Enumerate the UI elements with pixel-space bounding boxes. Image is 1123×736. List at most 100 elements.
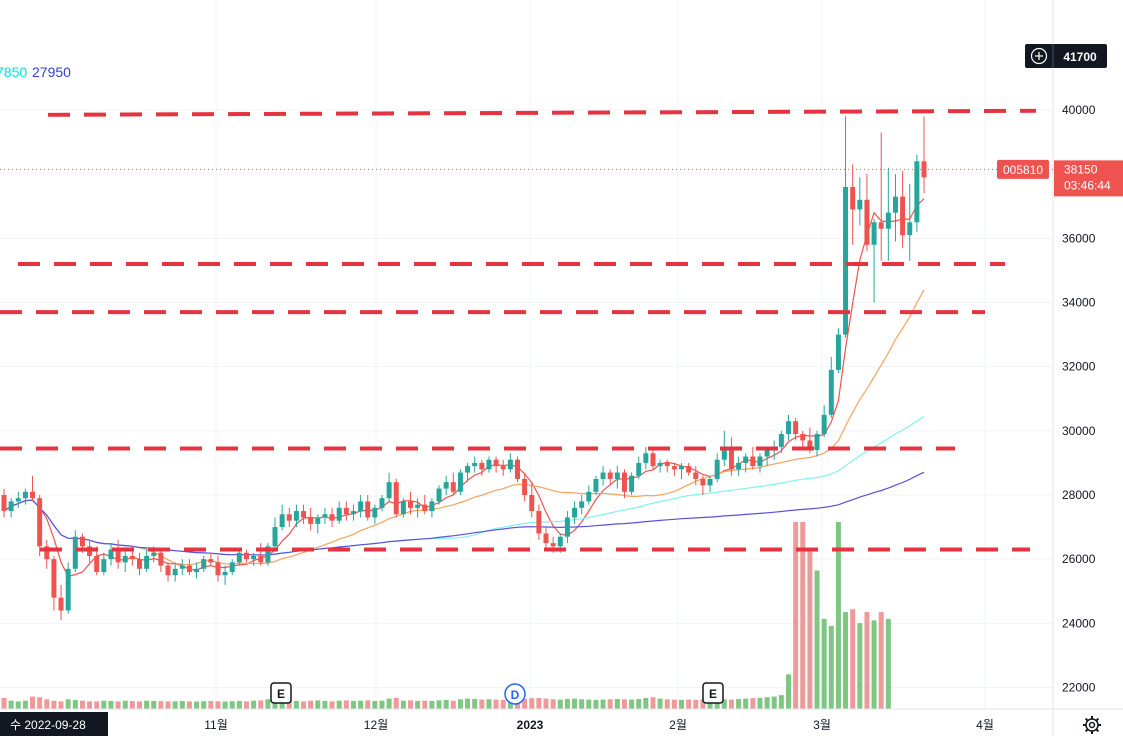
- price-tick-label: 32000: [1062, 360, 1096, 374]
- candle-body: [629, 475, 635, 492]
- volume-bar: [557, 699, 563, 709]
- volume-bar: [828, 625, 834, 709]
- dividend-marker[interactable]: D: [504, 683, 526, 705]
- candle-body: [129, 555, 135, 560]
- candle-body: [671, 466, 677, 470]
- candle-body: [743, 456, 749, 463]
- crosshair-price-tag[interactable]: 41700: [1025, 44, 1107, 68]
- candle-body: [450, 482, 456, 492]
- candle-body: [415, 504, 421, 508]
- candle-body: [265, 546, 271, 563]
- volume-bar: [436, 700, 442, 709]
- volume-bar: [657, 698, 663, 709]
- candle-body: [58, 597, 64, 611]
- candle-body: [536, 511, 542, 534]
- candle-body: [194, 568, 200, 572]
- volume-bar: [186, 701, 192, 709]
- volume-bar: [843, 612, 849, 709]
- candle-body: [208, 559, 214, 563]
- candle-body: [329, 514, 335, 521]
- horizontal-levels[interactable]: [0, 108, 1037, 552]
- candle-body: [158, 552, 164, 566]
- volume-bar: [821, 618, 827, 709]
- candle-body: [400, 501, 406, 515]
- volume-bar: [158, 701, 164, 709]
- candle-body: [165, 565, 171, 576]
- volume-bar: [79, 700, 85, 709]
- candle-body: [222, 572, 228, 576]
- volume-bar: [507, 699, 513, 709]
- candle-body: [657, 462, 663, 467]
- candle-body: [707, 478, 713, 486]
- volume-bar: [629, 699, 635, 709]
- symbol-label: 005810: [1003, 163, 1043, 177]
- candle-body: [44, 546, 50, 560]
- volume-bar: [693, 699, 699, 709]
- volume-bar: [165, 701, 171, 709]
- volume-bar: [144, 700, 150, 709]
- volume-bar: [650, 697, 656, 709]
- earnings-marker[interactable]: E: [270, 682, 292, 704]
- volume-bar: [222, 701, 228, 709]
- volume-bar: [400, 700, 406, 709]
- volume-bar: [614, 699, 620, 709]
- volume-bar: [679, 699, 685, 709]
- volume-bar: [764, 697, 770, 709]
- last-price-label: 38150: [1064, 162, 1098, 176]
- candle-body: [864, 199, 870, 245]
- candle-body: [350, 511, 356, 515]
- event-markers[interactable]: E ED: [270, 682, 724, 705]
- volume-bars: [1, 522, 891, 709]
- candle-body: [514, 459, 520, 479]
- volume-bar: [443, 699, 449, 709]
- price-tick-label: 30000: [1062, 424, 1096, 438]
- candle-body: [871, 222, 877, 245]
- volume-bar: [800, 522, 806, 709]
- volume-bar: [664, 699, 670, 709]
- volume-bar: [500, 699, 506, 709]
- candle-body: [900, 196, 906, 236]
- volume-bar: [37, 697, 43, 709]
- candle-body: [557, 536, 563, 547]
- candle-body: [493, 459, 499, 467]
- volume-bar: [115, 701, 121, 709]
- volume-bar: [621, 699, 627, 709]
- candle-body: [835, 334, 841, 370]
- volume-bar: [108, 700, 114, 709]
- horizontal-level-line[interactable]: [47, 108, 1037, 117]
- volume-bar: [122, 700, 128, 709]
- candle-body: [201, 559, 207, 569]
- candle-body: [308, 517, 314, 524]
- volume-bar: [728, 699, 734, 709]
- volume-bar: [251, 700, 257, 709]
- volume-bar: [336, 700, 342, 709]
- candle-body: [144, 555, 150, 569]
- volume-bar: [65, 699, 71, 709]
- volume-bar: [243, 701, 249, 709]
- volume-bar: [814, 570, 820, 709]
- countdown-label: 03:46:44: [1064, 178, 1111, 192]
- volume-bar: [94, 701, 100, 709]
- add-plus-icon[interactable]: [1030, 47, 1048, 65]
- volume-bar: [714, 699, 720, 709]
- ma-value-1: 7850: [0, 64, 27, 80]
- time-axis[interactable]: 11월 12월 2023 2월 3월 4월: [204, 718, 994, 732]
- gear-icon[interactable]: [1083, 716, 1101, 734]
- ma-value-2: 27950: [32, 64, 71, 80]
- candle-body: [108, 549, 114, 560]
- time-tick-label: 11월: [204, 718, 228, 732]
- earnings-marker[interactable]: E: [702, 682, 724, 704]
- candle-body: [472, 462, 478, 467]
- volume-bar: [15, 701, 21, 709]
- candle-body: [51, 559, 57, 598]
- candle-body: [643, 453, 649, 463]
- candle-body: [422, 504, 428, 512]
- price-tick-label: 26000: [1062, 552, 1096, 566]
- volume-bar: [586, 699, 592, 709]
- volume-bar: [308, 700, 314, 709]
- time-tick-label: 2023: [517, 718, 544, 732]
- volume-bar: [286, 700, 292, 709]
- candle-body: [65, 568, 71, 611]
- candle-body: [258, 555, 264, 563]
